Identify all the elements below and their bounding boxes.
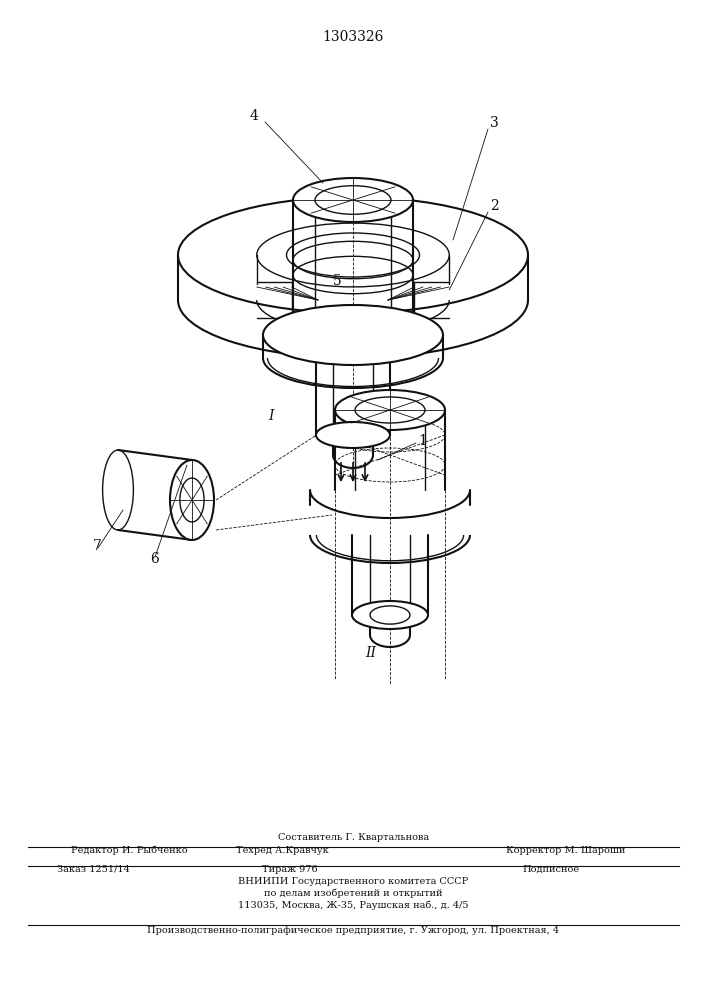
Text: Заказ 1251/14: Заказ 1251/14 bbox=[57, 865, 129, 874]
Text: 5: 5 bbox=[333, 274, 341, 288]
Text: 2: 2 bbox=[490, 199, 498, 213]
Text: Составитель Г. Квартальнова: Составитель Г. Квартальнова bbox=[278, 833, 429, 842]
Text: по делам изобретений и открытий: по делам изобретений и открытий bbox=[264, 888, 443, 898]
Text: 7: 7 bbox=[93, 539, 102, 553]
Text: ВНИИПИ Государственного комитета СССР: ВНИИПИ Государственного комитета СССР bbox=[238, 877, 469, 886]
Text: I: I bbox=[268, 409, 274, 423]
Text: Корректор М. Шароши: Корректор М. Шароши bbox=[506, 846, 625, 855]
Ellipse shape bbox=[335, 390, 445, 430]
Text: Редактор И. Рыбченко: Редактор И. Рыбченко bbox=[71, 846, 187, 855]
Text: II: II bbox=[365, 646, 376, 660]
Text: 113035, Москва, Ж-35, Раушская наб., д. 4/5: 113035, Москва, Ж-35, Раушская наб., д. … bbox=[238, 900, 469, 910]
Text: Подписное: Подписное bbox=[523, 865, 580, 874]
Text: 6: 6 bbox=[150, 552, 159, 566]
Text: Тираж 976: Тираж 976 bbox=[262, 865, 317, 874]
Ellipse shape bbox=[263, 305, 443, 365]
Ellipse shape bbox=[293, 178, 413, 222]
Ellipse shape bbox=[103, 450, 134, 530]
Text: 3: 3 bbox=[490, 116, 498, 130]
Text: 1: 1 bbox=[418, 434, 427, 448]
Ellipse shape bbox=[352, 601, 428, 629]
Text: Техред А.Кравчук: Техред А.Кравчук bbox=[236, 846, 329, 855]
Ellipse shape bbox=[170, 460, 214, 540]
Ellipse shape bbox=[316, 422, 390, 448]
Text: 4: 4 bbox=[250, 109, 259, 123]
Text: 1303326: 1303326 bbox=[322, 30, 384, 44]
Text: Производственно-полиграфическое предприятие, г. Ужгород, ул. Проектная, 4: Производственно-полиграфическое предприя… bbox=[148, 926, 559, 935]
